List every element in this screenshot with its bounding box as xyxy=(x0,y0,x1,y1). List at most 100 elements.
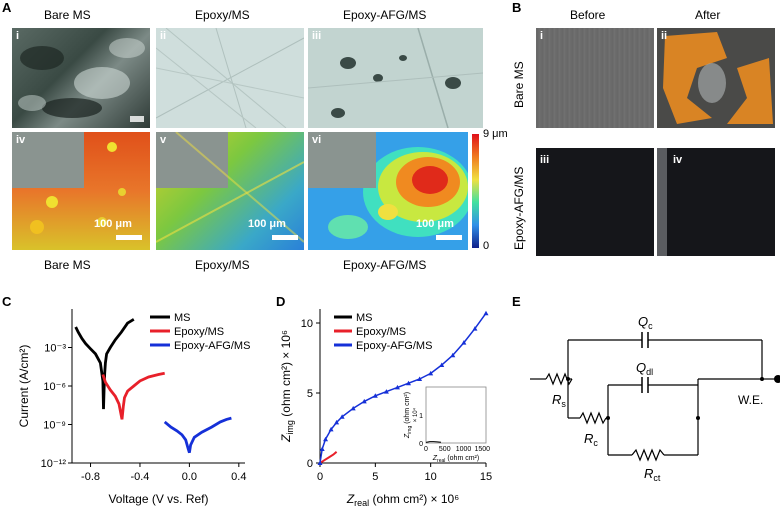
inset-series-line-0 xyxy=(425,441,442,443)
x-tick-label: 10 xyxy=(425,471,437,483)
inset-y-tick-label: 1 xyxy=(419,413,423,420)
panel-b-row-label-bare: Bare MS xyxy=(512,61,526,108)
x-tick-label: 15 xyxy=(480,471,492,483)
data-point-2 xyxy=(361,398,367,404)
scale-bar-label-iv: 100 μm xyxy=(94,218,132,230)
photo-coated-after: iv xyxy=(657,148,775,256)
data-point-2 xyxy=(406,380,412,386)
data-point-2 xyxy=(383,389,389,394)
series-line-1 xyxy=(101,371,165,420)
subpanel-label-v: v xyxy=(160,134,167,146)
micrograph-bare-ms: i xyxy=(12,28,150,128)
equivalent-circuit: Qc Qdl Rs Rc Rct W.E. xyxy=(530,314,780,483)
legend-label-2: Epoxy-AFG/MS xyxy=(356,340,432,352)
data-point-2 xyxy=(428,370,434,376)
colorbar xyxy=(472,134,479,248)
x-axis-label: Zreal (ohm cm²) × 10⁶ xyxy=(346,492,459,508)
colorbar-max-label: 9 μm xyxy=(483,128,508,140)
profile-map-epoxy-afg-ms: vi 100 μm xyxy=(308,132,468,250)
data-point-2 xyxy=(372,393,378,398)
y-tick-label: 10 xyxy=(301,318,313,330)
panel-a-bottom-label-2: Epoxy/MS xyxy=(195,258,250,272)
data-point-2 xyxy=(439,362,445,367)
legend-label-2: Epoxy-AFG/MS xyxy=(174,340,250,352)
photo-coated-before: iii xyxy=(536,148,654,256)
profile-map-epoxy-ms: v 100 μm xyxy=(156,132,304,250)
x-tick-label: 0.0 xyxy=(182,471,197,483)
data-point-2 xyxy=(317,460,323,465)
photo-bare-ms-before: i xyxy=(536,28,654,128)
legend-label-0: MS xyxy=(356,312,373,324)
colorbar-min-label: 0 xyxy=(483,240,490,252)
y-axis-label: Current (A/cm²) xyxy=(17,345,31,428)
legend-label-1: Epoxy/MS xyxy=(356,326,406,338)
scale-bar-v xyxy=(272,235,298,240)
panel-a-bottom-label-1: Bare MS xyxy=(44,258,91,272)
y-tick-label: 10⁻³ xyxy=(44,343,66,355)
y-tick-label: 10⁻⁹ xyxy=(43,420,66,432)
panel-letter-d: D xyxy=(276,294,286,309)
subpanel-label-b-iii: iii xyxy=(540,154,550,166)
x-tick-label: -0.8 xyxy=(81,471,100,483)
scale-bar-iv xyxy=(116,235,142,240)
legend-label-0: MS xyxy=(174,312,191,324)
y-tick-label: 5 xyxy=(307,388,313,400)
data-point-2 xyxy=(461,340,467,345)
inset-frame xyxy=(425,386,487,444)
chart-nyquist: 0 5 10 15 0 5 10 Zreal (ohm cm²) × 10⁶ Zimg (ohm… xyxy=(279,309,492,508)
subpanel-label-b-i: i xyxy=(540,30,544,42)
scale-bar-vi xyxy=(436,235,462,240)
inset-y-axis-label: Zimg (ohm cm²) xyxy=(404,392,413,439)
chart-polarization: -0.8 -0.4 0.0 0.4 10⁻³ 10⁻⁶ 10⁻⁹ 10⁻¹² Voltage (… xyxy=(17,309,250,506)
inset-x-tick-label: 1500 xyxy=(474,446,490,453)
panel-b-col-label-before: Before xyxy=(570,8,606,22)
panel-letter-b: B xyxy=(512,0,522,15)
subpanel-label-iii: iii xyxy=(312,30,322,42)
x-tick-label: -0.4 xyxy=(130,471,149,483)
photo-bare-ms-after: ii xyxy=(657,28,775,128)
data-point-2 xyxy=(417,376,423,381)
inset-x-tick-label: 0 xyxy=(424,446,428,453)
inset-x-tick-label: 1000 xyxy=(456,446,472,453)
y-tick-label: 10⁻¹² xyxy=(41,458,67,470)
label-rct: Rct xyxy=(644,466,661,483)
data-point-2 xyxy=(319,446,325,451)
panel-a-bottom-label-3: Epoxy-AFG/MS xyxy=(343,258,427,272)
data-point-2 xyxy=(339,414,345,419)
x-tick-label: 0 xyxy=(317,471,323,483)
data-point-2 xyxy=(350,405,356,411)
subpanel-label-b-iv: iv xyxy=(673,154,683,166)
subpanel-label-i: i xyxy=(16,30,20,42)
panel-letter-a: A xyxy=(2,0,12,15)
profile-map-bare-ms: iv 100 μm xyxy=(12,132,150,250)
micrograph-epoxy-ms: ii xyxy=(156,28,304,128)
label-we: W.E. xyxy=(738,393,763,407)
panel-letter-e: E xyxy=(512,294,521,309)
label-qdl: Qdl xyxy=(636,360,653,377)
panel-b-row-label-coated: Epoxy-AFG/MS xyxy=(512,166,526,250)
data-point-2 xyxy=(334,419,340,425)
inset-x-tick-label: 500 xyxy=(439,446,451,453)
data-point-2 xyxy=(323,436,329,442)
subpanel-label-ii: ii xyxy=(160,30,167,42)
subpanel-label-iv: iv xyxy=(16,134,26,146)
x-tick-label: 5 xyxy=(372,471,378,483)
scale-bar-label-v: 100 μm xyxy=(248,218,286,230)
inset-y-axis-scale: × 10⁴ xyxy=(412,407,419,422)
subpanel-label-b-ii: ii xyxy=(661,30,668,42)
y-tick-label: 10⁻⁶ xyxy=(43,381,66,393)
micrograph-epoxy-afg-ms: iii xyxy=(308,28,483,128)
subpanel-label-vi: vi xyxy=(312,134,322,146)
series-line-1 xyxy=(320,451,338,464)
y-axis-label: Zimg (ohm cm²) × 10⁶ xyxy=(279,330,295,443)
label-rc: Rc xyxy=(584,431,598,448)
panel-a-top-label-3: Epoxy-AFG/MS xyxy=(343,8,427,22)
panel-b-col-label-after: After xyxy=(695,8,721,22)
x-axis-label: Voltage (V vs. Ref) xyxy=(108,492,208,506)
data-point-2 xyxy=(328,426,334,432)
scale-bar-label-vi: 100 μm xyxy=(416,218,454,230)
series-line-2 xyxy=(163,416,232,454)
panel-a-top-label-1: Bare MS xyxy=(44,8,91,22)
panel-a-top-label-2: Epoxy/MS xyxy=(195,8,250,22)
series-line-0 xyxy=(74,318,135,410)
